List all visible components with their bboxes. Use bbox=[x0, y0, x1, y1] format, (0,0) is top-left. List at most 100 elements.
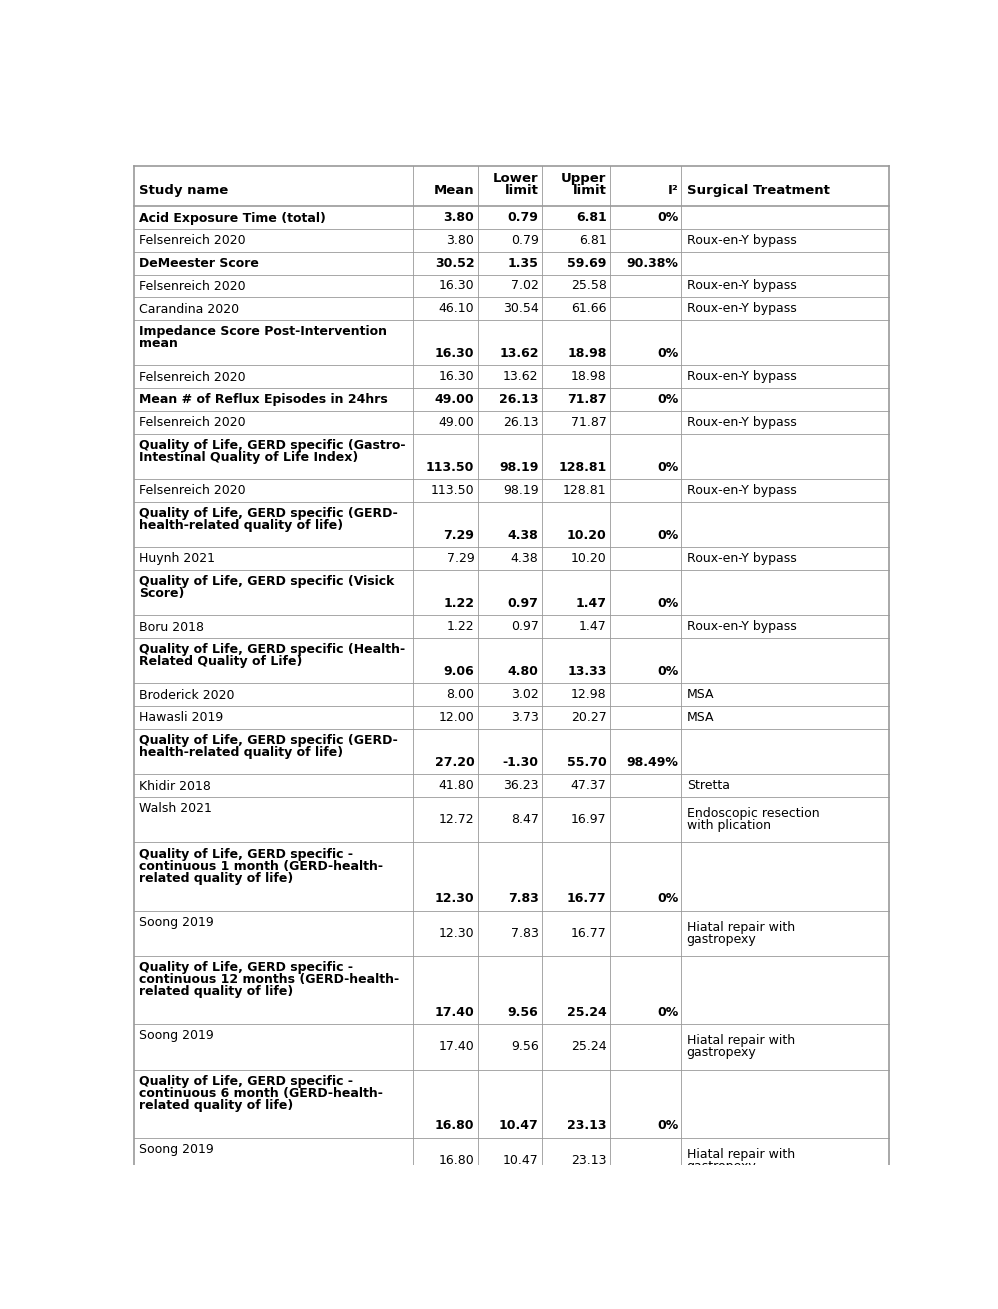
Text: 0%: 0% bbox=[657, 1005, 679, 1018]
Text: related quality of life): related quality of life) bbox=[140, 872, 293, 885]
Text: Stretta: Stretta bbox=[687, 779, 730, 792]
Text: 49.00: 49.00 bbox=[439, 416, 474, 428]
Text: 6.81: 6.81 bbox=[579, 234, 607, 247]
Text: Felsenreich 2020: Felsenreich 2020 bbox=[140, 234, 247, 247]
Text: -1.30: -1.30 bbox=[503, 755, 539, 768]
Text: related quality of life): related quality of life) bbox=[140, 1098, 293, 1111]
Bar bbox=[134, 1138, 889, 1183]
Text: Quality of Life, GERD specific (Gastro-: Quality of Life, GERD specific (Gastro- bbox=[140, 439, 406, 452]
Text: Roux-en-Y bypass: Roux-en-Y bypass bbox=[687, 484, 796, 497]
Text: 0.97: 0.97 bbox=[508, 597, 539, 610]
Text: 0%: 0% bbox=[657, 211, 679, 224]
Text: Mean: Mean bbox=[434, 185, 474, 198]
Text: 113.50: 113.50 bbox=[426, 461, 474, 474]
Bar bbox=[134, 433, 889, 479]
Text: MSA: MSA bbox=[687, 689, 715, 702]
Text: 61.66: 61.66 bbox=[571, 302, 607, 315]
Text: continuous 1 month (GERD-health-: continuous 1 month (GERD-health- bbox=[140, 860, 383, 873]
Text: 59.69: 59.69 bbox=[567, 257, 607, 270]
Text: health-related quality of life): health-related quality of life) bbox=[140, 746, 343, 759]
Text: 4.38: 4.38 bbox=[508, 529, 539, 542]
Text: Hiatal repair with: Hiatal repair with bbox=[687, 920, 794, 933]
Text: Quality of Life, GERD specific (Health-: Quality of Life, GERD specific (Health- bbox=[140, 643, 405, 656]
Text: Hiatal repair with: Hiatal repair with bbox=[687, 1034, 794, 1047]
Text: Hawasli 2019: Hawasli 2019 bbox=[140, 712, 224, 724]
Text: Boru 2018: Boru 2018 bbox=[140, 620, 205, 634]
Bar bbox=[134, 1024, 889, 1069]
Text: 3.02: 3.02 bbox=[511, 689, 539, 702]
Text: 7.83: 7.83 bbox=[511, 927, 539, 940]
Text: Broderick 2020: Broderick 2020 bbox=[140, 689, 235, 702]
Text: Walsh 2021: Walsh 2021 bbox=[140, 802, 213, 816]
Text: 4.80: 4.80 bbox=[508, 665, 539, 678]
Text: Felsenreich 2020: Felsenreich 2020 bbox=[140, 280, 247, 293]
Bar bbox=[134, 207, 889, 229]
Text: Mean # of Reflux Episodes in 24hrs: Mean # of Reflux Episodes in 24hrs bbox=[140, 394, 388, 407]
Text: 8.00: 8.00 bbox=[446, 689, 474, 702]
Bar bbox=[134, 479, 889, 501]
Text: 9.06: 9.06 bbox=[444, 665, 474, 678]
Text: 46.10: 46.10 bbox=[439, 302, 474, 315]
Bar bbox=[134, 251, 889, 275]
Text: 18.98: 18.98 bbox=[571, 370, 607, 384]
Bar bbox=[134, 911, 889, 956]
Text: 13.62: 13.62 bbox=[499, 347, 539, 360]
Bar bbox=[134, 166, 889, 207]
Text: Surgical Treatment: Surgical Treatment bbox=[687, 185, 829, 198]
Text: Quality of Life, GERD specific (GERD-: Quality of Life, GERD specific (GERD- bbox=[140, 507, 398, 520]
Text: Roux-en-Y bypass: Roux-en-Y bypass bbox=[687, 552, 796, 565]
Text: 12.30: 12.30 bbox=[435, 893, 474, 905]
Bar bbox=[134, 411, 889, 433]
Text: Roux-en-Y bypass: Roux-en-Y bypass bbox=[687, 416, 796, 428]
Text: 9.56: 9.56 bbox=[511, 1041, 539, 1054]
Text: 71.87: 71.87 bbox=[567, 393, 607, 406]
Text: 0%: 0% bbox=[657, 393, 679, 406]
Text: 30.54: 30.54 bbox=[503, 302, 539, 315]
Text: 10.20: 10.20 bbox=[571, 552, 607, 565]
Text: 1.22: 1.22 bbox=[447, 620, 474, 634]
Text: Quality of Life, GERD specific (Visick: Quality of Life, GERD specific (Visick bbox=[140, 575, 395, 588]
Text: 23.13: 23.13 bbox=[567, 1119, 607, 1132]
Text: Quality of Life, GERD specific -: Quality of Life, GERD specific - bbox=[140, 1075, 353, 1088]
Text: continuous 6 month (GERD-health-: continuous 6 month (GERD-health- bbox=[140, 1086, 383, 1100]
Bar bbox=[134, 387, 889, 411]
Text: 27.20: 27.20 bbox=[435, 755, 474, 768]
Text: Felsenreich 2020: Felsenreich 2020 bbox=[140, 370, 247, 384]
Text: 9.56: 9.56 bbox=[508, 1005, 539, 1018]
Text: 4.38: 4.38 bbox=[511, 552, 539, 565]
Text: Quality of Life, GERD specific (GERD-: Quality of Life, GERD specific (GERD- bbox=[140, 734, 398, 747]
Text: 25.24: 25.24 bbox=[567, 1005, 607, 1018]
Text: 10.47: 10.47 bbox=[499, 1119, 539, 1132]
Text: 71.87: 71.87 bbox=[571, 416, 607, 428]
Text: 1.35: 1.35 bbox=[508, 257, 539, 270]
Bar bbox=[134, 319, 889, 365]
Text: related quality of life): related quality of life) bbox=[140, 986, 293, 999]
Text: Roux-en-Y bypass: Roux-en-Y bypass bbox=[687, 279, 796, 292]
Text: 0%: 0% bbox=[657, 597, 679, 610]
Text: Study name: Study name bbox=[140, 185, 229, 198]
Text: 25.58: 25.58 bbox=[571, 279, 607, 292]
Text: 98.49%: 98.49% bbox=[627, 755, 679, 768]
Text: 12.72: 12.72 bbox=[439, 813, 474, 826]
Text: Impedance Score Post-Intervention: Impedance Score Post-Intervention bbox=[140, 326, 387, 338]
Bar bbox=[134, 956, 889, 1024]
Text: 7.02: 7.02 bbox=[511, 279, 539, 292]
Text: 23.13: 23.13 bbox=[571, 1155, 607, 1166]
Text: 0%: 0% bbox=[657, 1119, 679, 1132]
Text: Soong 2019: Soong 2019 bbox=[140, 1029, 215, 1042]
Text: Roux-en-Y bypass: Roux-en-Y bypass bbox=[687, 302, 796, 315]
Bar bbox=[134, 297, 889, 319]
Text: 8.47: 8.47 bbox=[511, 813, 539, 826]
Text: Quality of Life, GERD specific -: Quality of Life, GERD specific - bbox=[140, 961, 353, 974]
Text: 10.47: 10.47 bbox=[503, 1155, 539, 1166]
Text: Related Quality of Life): Related Quality of Life) bbox=[140, 656, 302, 669]
Bar bbox=[134, 774, 889, 797]
Text: 17.40: 17.40 bbox=[435, 1005, 474, 1018]
Bar bbox=[134, 547, 889, 569]
Bar bbox=[134, 1069, 889, 1138]
Text: Felsenreich 2020: Felsenreich 2020 bbox=[140, 416, 247, 429]
Text: 0%: 0% bbox=[657, 347, 679, 360]
Text: 18.98: 18.98 bbox=[567, 347, 607, 360]
Bar bbox=[134, 729, 889, 774]
Text: Upper: Upper bbox=[561, 173, 607, 185]
